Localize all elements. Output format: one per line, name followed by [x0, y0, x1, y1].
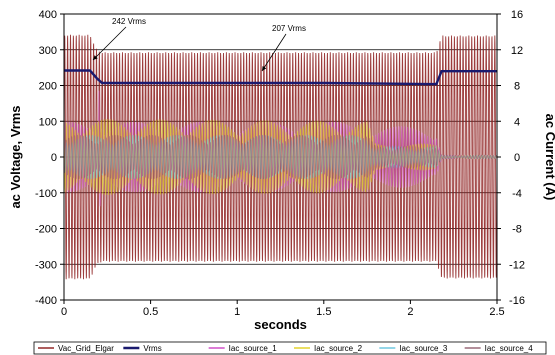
legend-label: Iac_source_2: [314, 344, 363, 353]
ticks-layer: -400-300-200-1000100200300400-16-12-8-40…: [35, 9, 525, 318]
annotation-arrowhead: [262, 66, 267, 71]
annotation-label: 207 Vrms: [272, 24, 306, 33]
legend-label: Vac_Grid_Elgar: [58, 344, 114, 353]
y2-tick-label: -4: [512, 188, 522, 200]
y-tick-label: -400: [35, 295, 57, 307]
series-line-Iac_source_4: [63, 134, 498, 180]
x-tick-label: 1: [234, 306, 240, 318]
legend: Vac_Grid_Elgar Vrms Iac_source_1 Iac_source…: [33, 341, 547, 355]
y2-tick-label: -12: [509, 259, 525, 271]
y2-tick-label: -16: [509, 295, 525, 307]
y-tick-label: 100: [39, 116, 57, 128]
x-axis-title: seconds: [254, 317, 307, 332]
y-axis-title: ac Voltage, Vrms: [8, 105, 23, 208]
series-layer: [63, 34, 498, 280]
y2-tick-label: 4: [514, 116, 520, 128]
annotation-arrow: [92, 26, 127, 61]
x-tick-label: 2.5: [489, 306, 504, 318]
x-tick-label: 0.5: [143, 306, 158, 318]
y-tick-label: -300: [35, 259, 57, 271]
series-line-Iac_source_1: [63, 90, 498, 207]
y2-tick-label: 0: [514, 152, 520, 164]
y-tick-label: -200: [35, 224, 57, 236]
y2-tick-label: 16: [511, 9, 523, 21]
y2-tick-label: 12: [511, 45, 523, 57]
x-tick-label: 1.5: [316, 306, 331, 318]
x-tick-label: 2: [407, 306, 413, 318]
y-tick-label: 0: [51, 152, 57, 164]
y2-axis-title: ac Current (A): [543, 114, 555, 201]
annotation-label: 242 Vrms: [112, 17, 146, 26]
y-tick-label: -100: [35, 188, 57, 200]
y-tick-label: 200: [39, 81, 57, 93]
y2-tick-label: -8: [512, 224, 522, 236]
y-tick-label: 400: [39, 9, 57, 21]
annotation-layer: 242 Vrms 207 Vrms: [92, 17, 306, 72]
x-tick-label: 0: [61, 306, 67, 318]
legend-box: [33, 341, 547, 355]
annotation-arrowhead: [93, 55, 98, 60]
series-line-Vrms: [64, 69, 497, 86]
legend-label: Iac_source_3: [399, 344, 448, 353]
y-tick-label: 300: [39, 45, 57, 57]
legend-label: Iac_source_1: [229, 344, 278, 353]
legend-label: Vrms: [143, 344, 161, 353]
legend-label: Iac_source_4: [485, 344, 534, 353]
y2-tick-label: 8: [514, 81, 520, 93]
annotation-arrow: [261, 33, 287, 72]
